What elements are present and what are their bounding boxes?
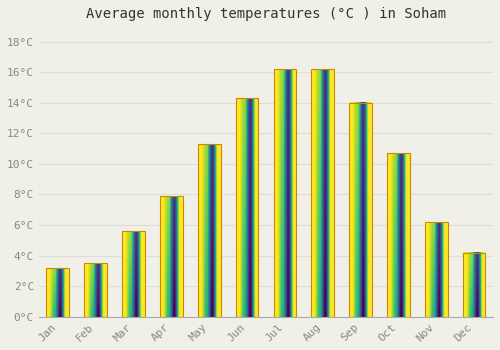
Bar [274,69,296,317]
Bar [198,144,220,317]
Bar [46,268,69,317]
Bar [387,153,410,317]
Bar [425,222,448,317]
Bar [312,69,334,317]
Title: Average monthly temperatures (°C ) in Soham: Average monthly temperatures (°C ) in So… [86,7,446,21]
Bar [160,196,182,317]
Bar [236,98,258,317]
Bar [84,263,107,317]
Bar [463,253,485,317]
Bar [349,103,372,317]
Bar [122,231,145,317]
